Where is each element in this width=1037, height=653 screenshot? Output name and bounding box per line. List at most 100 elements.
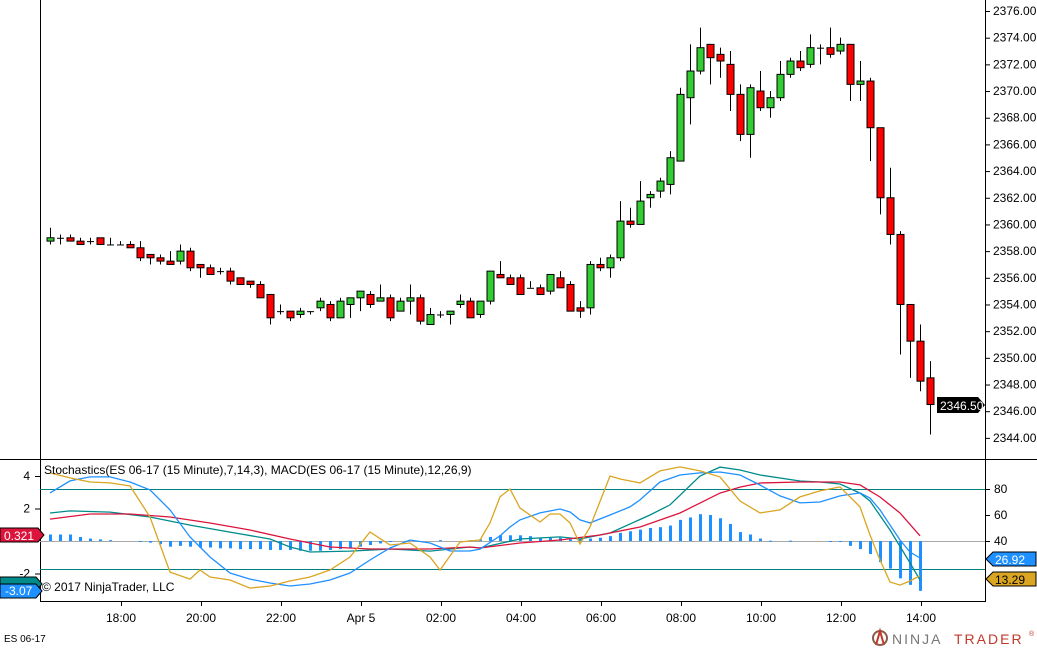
candle-up [336,300,345,319]
price-tick-label: 2358.00 [993,244,1037,258]
stoch-tick-label: 80 [994,482,1008,496]
stoch-k-value: 13.29 [995,573,1025,587]
logo-ninja: NINJA [892,631,942,647]
macd-diff-bar [699,514,702,541]
macd-diff-bar [499,535,502,541]
candle-up [686,70,695,99]
stoch-d-value: 26.92 [995,553,1025,567]
candle-down [576,307,585,312]
macd-avg-flag: 0.321 [0,527,45,543]
candle-down [926,377,935,406]
macd-diff-bar [239,541,242,550]
macd-diff-bar [109,540,112,542]
macd-diff-bar [629,531,632,541]
macd-diff-bar [749,534,752,541]
macd-diff-bar [289,541,292,550]
candle-up [836,43,845,52]
candle-down [536,287,545,295]
candle-up [746,87,755,135]
logo-registered: ® [1029,630,1035,638]
stoch-k-line [49,466,921,589]
macd-diff-bar [849,541,852,546]
macd-diff-bar [719,518,722,541]
candle-down [906,303,915,342]
time-tick-label: 20:00 [186,611,216,625]
macd-diff-bar [599,537,602,541]
candle-down [166,260,175,265]
candlestick-series [46,27,935,435]
ninjatrader-logo: NINJA TRADER ® [872,627,1035,647]
macd-diff-bar [89,538,92,541]
price-tick-label: 2372.00 [993,57,1037,71]
macd-diff-bar [199,541,202,548]
candle-down [916,340,925,382]
macd-diff-bar [789,540,792,542]
candle-down [266,293,275,319]
time-tick-label: 22:00 [266,611,296,625]
candle-down [826,47,835,55]
price-tick-label: 2360.00 [993,217,1037,231]
macd-diff-bar [589,538,592,541]
macd-diff-bar [549,537,552,541]
price-axis[interactable]: 2376.00 2374.00 2372.00 2370.00 2368.00 2366.… [985,4,1037,445]
candle-down [96,237,105,245]
candle-down [246,280,255,285]
macd-diff-bar [729,523,732,541]
candle-up [406,297,415,302]
candle-up [376,297,385,302]
candle-down [506,277,515,285]
macd-avg-value: 0.321 [4,529,34,543]
candle-down [286,310,295,319]
macd-diff-bar [689,517,692,541]
candle-down [196,263,205,269]
stoch-d-flag: 26.92 [985,551,1037,567]
macd-diff-bar [229,541,232,549]
indicator-axes[interactable]: 4 2 -2 80 60 40 [19,469,1007,581]
macd-diff-bar [609,536,612,541]
candle-up [446,310,455,315]
macd-diff-bar [649,528,652,541]
candle-down [156,257,165,262]
candle-up [456,300,465,305]
time-axis[interactable]: 18:00 20:00 22:00 Apr 5 02:00 04:00 06:00 08:00… [106,601,936,625]
macd-diff-bar [879,541,882,563]
macd-diff-bar [389,541,392,542]
macd-diff-bar [869,541,872,554]
price-tick-label: 2368.00 [993,111,1037,125]
macd-tick-label: 4 [23,469,30,483]
time-tick-label: 18:00 [106,611,136,625]
macd-diff-bar [349,541,352,549]
time-tick-label: 06:00 [586,611,616,625]
time-tick-label: 02:00 [426,611,456,625]
price-tick-label: 2348.00 [993,378,1037,392]
macd-diff-bar [319,541,322,551]
candle-down [726,63,735,95]
time-tick-label: 10:00 [746,611,776,625]
macd-diff-flag: -3.07 [0,583,43,599]
time-tick-label: 12:00 [826,611,856,625]
macd-diff-bar [889,541,892,569]
macd-diff-bar [159,541,162,545]
candle-down [736,93,745,135]
macd-diff-bar [139,541,142,542]
price-tick-label: 2356.00 [993,271,1037,285]
price-tick-label: 2344.00 [993,431,1037,445]
candle-up [806,47,815,65]
macd-diff-bar [379,541,382,544]
price-tick-label: 2346.00 [993,404,1037,418]
macd-diff-bar [79,536,82,541]
candle-up [786,60,795,75]
macd-tick-label: -2 [19,567,30,581]
candle-up [646,193,655,199]
candle-down [386,297,395,319]
macd-diff-bar [169,541,172,547]
macd-diff-bar [619,532,622,541]
macd-diff-bar [829,541,832,542]
stoch-tick-label: 60 [994,508,1008,522]
candle-down [596,263,605,269]
candle-up [616,220,625,259]
macd-diff-bar [509,535,512,541]
macd-diff-bar [269,541,272,550]
macd-diff-bar [209,541,212,548]
